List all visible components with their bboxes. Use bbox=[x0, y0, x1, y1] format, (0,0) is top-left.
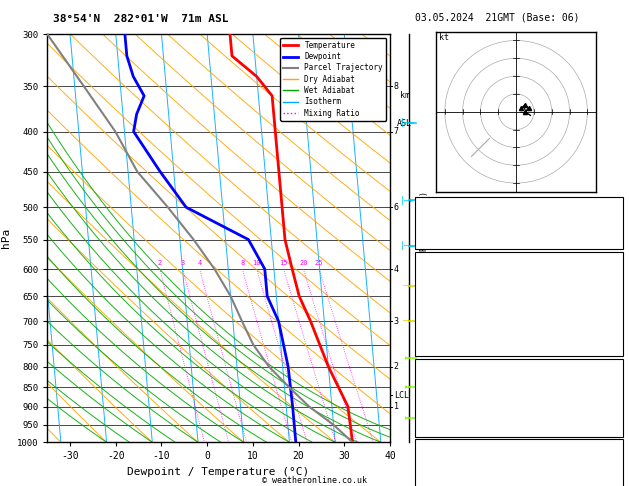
Text: 2.51: 2.51 bbox=[596, 236, 618, 245]
Text: |—►: |—► bbox=[400, 196, 415, 205]
Text: 4: 4 bbox=[198, 260, 202, 266]
Text: 0: 0 bbox=[612, 330, 618, 338]
Text: ►: ► bbox=[405, 413, 410, 422]
Text: 8: 8 bbox=[240, 260, 245, 266]
Text: —►: —► bbox=[403, 317, 413, 326]
Text: 03.05.2024  21GMT (Base: 06): 03.05.2024 21GMT (Base: 06) bbox=[415, 12, 580, 22]
Text: SREH: SREH bbox=[420, 461, 442, 469]
Text: 11.4: 11.4 bbox=[596, 285, 618, 294]
Text: 10: 10 bbox=[607, 481, 618, 486]
Text: 38°54'N  282°01'W  71m ASL: 38°54'N 282°01'W 71m ASL bbox=[53, 14, 229, 24]
Text: 44: 44 bbox=[607, 219, 618, 227]
Text: 36: 36 bbox=[607, 451, 618, 459]
Text: 3: 3 bbox=[612, 400, 618, 409]
Text: 29: 29 bbox=[607, 201, 618, 210]
Text: 6: 6 bbox=[394, 203, 399, 212]
Text: CAPE (J): CAPE (J) bbox=[420, 330, 463, 338]
Text: 41: 41 bbox=[607, 461, 618, 469]
Text: © weatheronline.co.uk: © weatheronline.co.uk bbox=[262, 475, 367, 485]
Text: CAPE (J): CAPE (J) bbox=[420, 413, 463, 422]
Text: kt: kt bbox=[440, 34, 450, 42]
Text: Pressure (mb): Pressure (mb) bbox=[420, 374, 490, 383]
Text: Lifted Index: Lifted Index bbox=[420, 314, 485, 323]
Text: 0: 0 bbox=[612, 413, 618, 422]
Text: 3: 3 bbox=[181, 260, 185, 266]
Text: StmSpd (kt): StmSpd (kt) bbox=[420, 481, 479, 486]
Text: 0: 0 bbox=[612, 344, 618, 353]
Text: StmDir: StmDir bbox=[420, 471, 452, 480]
Text: K: K bbox=[420, 201, 426, 210]
Text: Totals Totals: Totals Totals bbox=[420, 219, 490, 227]
Text: Dewp (°C): Dewp (°C) bbox=[420, 285, 469, 294]
Text: ►: ► bbox=[405, 353, 410, 363]
Text: θₑ (K): θₑ (K) bbox=[420, 387, 452, 396]
Text: CIN (J): CIN (J) bbox=[420, 344, 458, 353]
Text: 4: 4 bbox=[394, 264, 399, 274]
Text: 10: 10 bbox=[252, 260, 261, 266]
Text: Surface: Surface bbox=[500, 255, 538, 264]
Text: CIN (J): CIN (J) bbox=[420, 426, 458, 435]
Text: PW (cm): PW (cm) bbox=[420, 236, 458, 245]
Text: km: km bbox=[399, 91, 409, 100]
Text: 7: 7 bbox=[394, 127, 399, 136]
Text: —►: —► bbox=[403, 281, 413, 290]
Text: θₑ(K): θₑ(K) bbox=[420, 299, 447, 309]
Text: 0: 0 bbox=[612, 426, 618, 435]
Text: 15: 15 bbox=[279, 260, 288, 266]
Text: 8: 8 bbox=[394, 82, 399, 91]
Text: 2: 2 bbox=[394, 362, 399, 371]
Text: Temp (°C): Temp (°C) bbox=[420, 270, 469, 278]
Text: 320: 320 bbox=[601, 299, 618, 309]
Text: 850: 850 bbox=[601, 374, 618, 383]
Text: 3: 3 bbox=[394, 317, 399, 326]
Text: 297°: 297° bbox=[596, 471, 618, 480]
Text: 23.8: 23.8 bbox=[596, 270, 618, 278]
Text: ►: ► bbox=[405, 382, 410, 392]
Text: 20: 20 bbox=[299, 260, 308, 266]
Text: ASL: ASL bbox=[397, 120, 412, 128]
Text: |—►: |—► bbox=[400, 119, 415, 127]
Text: Mixing Ratio (g/kg): Mixing Ratio (g/kg) bbox=[420, 191, 429, 286]
Legend: Temperature, Dewpoint, Parcel Trajectory, Dry Adiabat, Wet Adiabat, Isotherm, Mi: Temperature, Dewpoint, Parcel Trajectory… bbox=[280, 38, 386, 121]
X-axis label: Dewpoint / Temperature (°C): Dewpoint / Temperature (°C) bbox=[128, 467, 309, 477]
Text: LCL: LCL bbox=[394, 391, 409, 399]
Text: 1: 1 bbox=[394, 402, 399, 411]
Text: 323: 323 bbox=[601, 387, 618, 396]
Text: 25: 25 bbox=[314, 260, 323, 266]
Text: |—►: |—► bbox=[400, 241, 415, 250]
Text: Lifted Index: Lifted Index bbox=[420, 400, 485, 409]
Text: Hodograph: Hodograph bbox=[495, 440, 543, 449]
Y-axis label: hPa: hPa bbox=[1, 228, 11, 248]
Text: EH: EH bbox=[420, 451, 431, 459]
Text: 2: 2 bbox=[158, 260, 162, 266]
Text: Most Unstable: Most Unstable bbox=[484, 361, 554, 370]
Text: 5: 5 bbox=[612, 314, 618, 323]
